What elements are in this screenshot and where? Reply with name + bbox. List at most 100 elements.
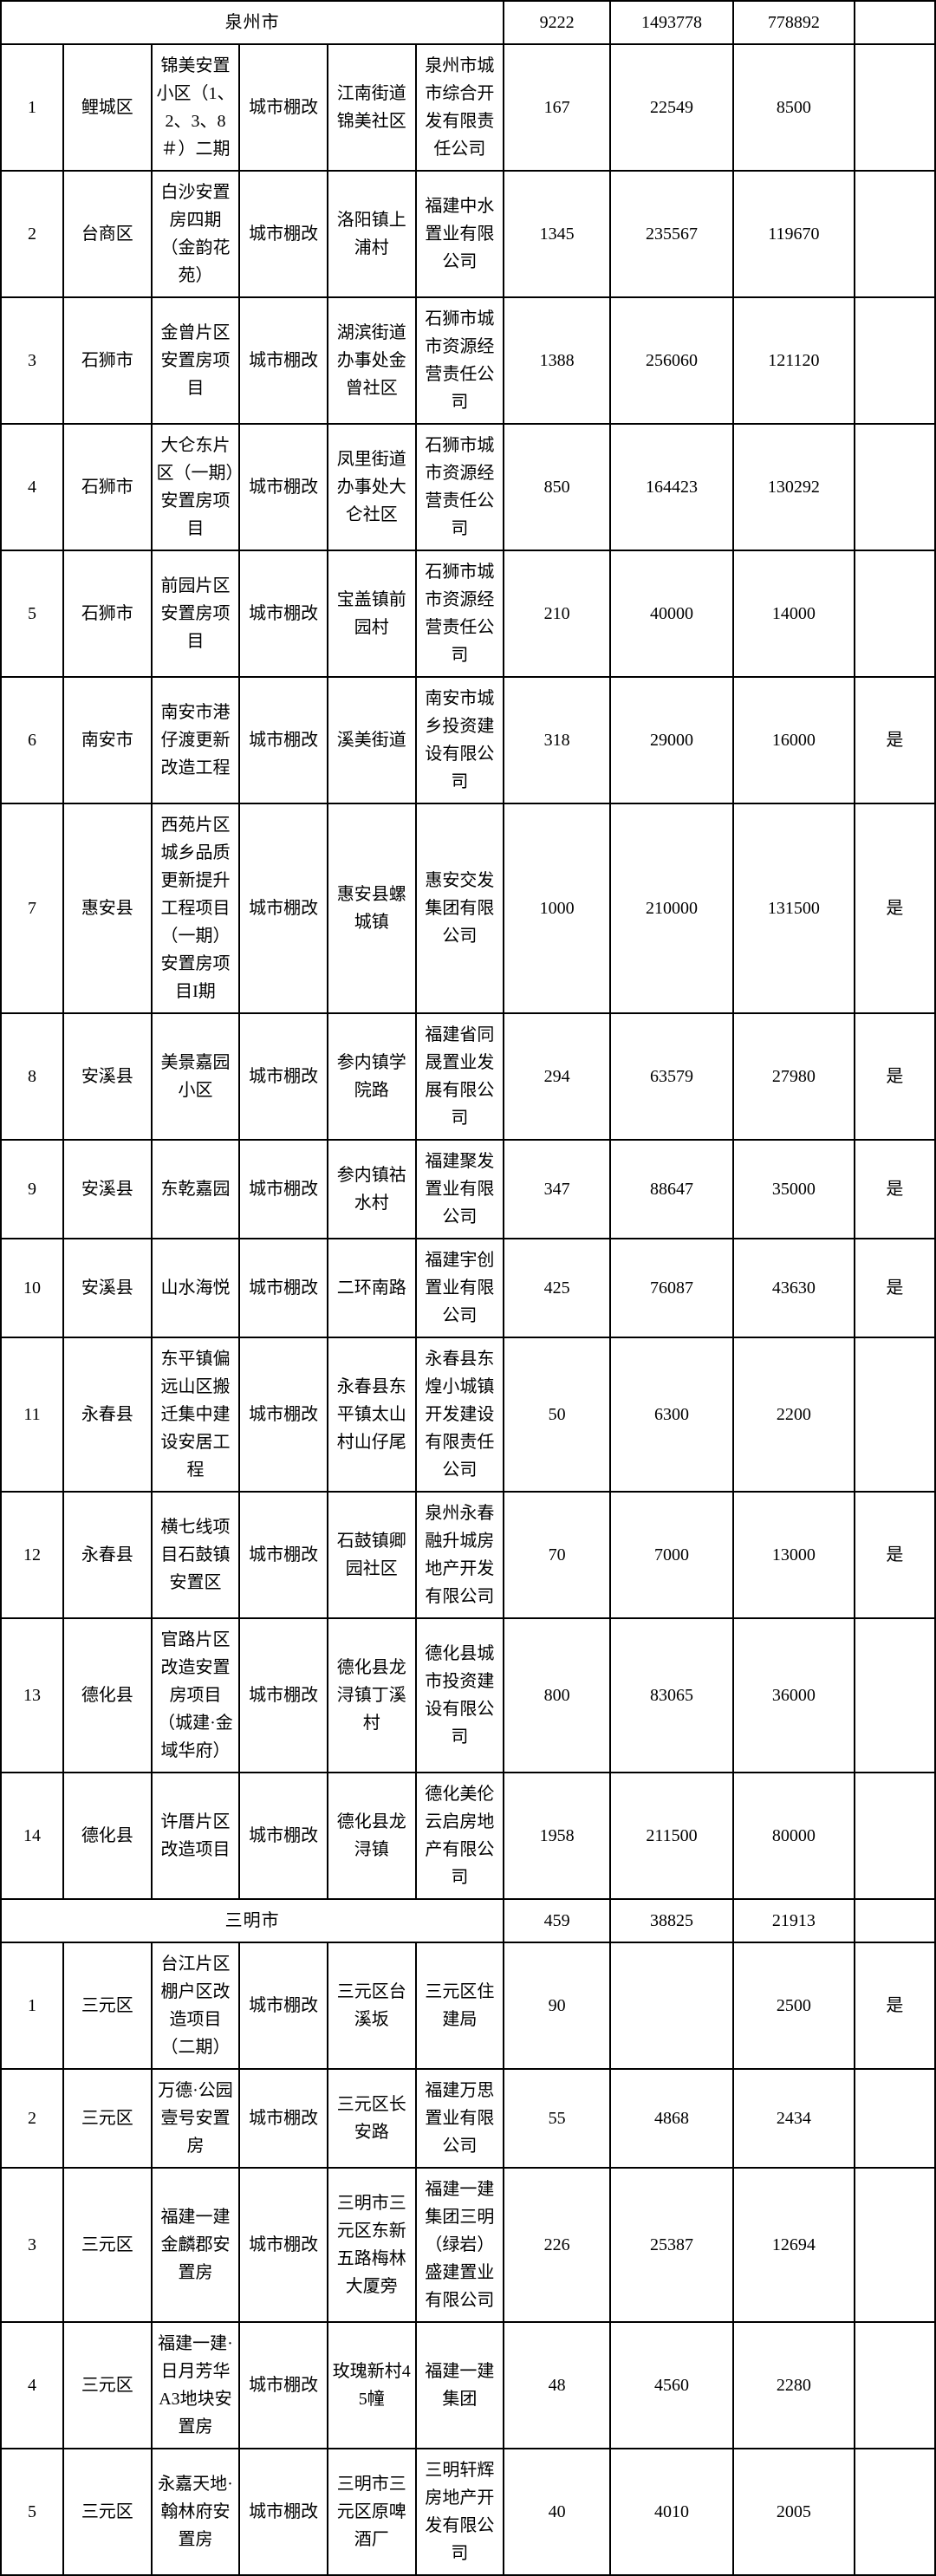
cell-type: 城市棚改	[239, 1618, 328, 1773]
city-total: 1493778	[610, 1, 733, 44]
cell-type: 城市棚改	[239, 2449, 328, 2575]
cell-project: 西苑片区城乡品质更新提升工程项目（一期）安置房项目I期	[152, 803, 240, 1013]
cell-project: 大仑东片区（一期）安置房项目	[152, 424, 240, 550]
cell-n3: 27980	[733, 1013, 855, 1140]
cell-n1: 55	[504, 2069, 610, 2168]
cell-n2: 76087	[610, 1239, 733, 1337]
cell-district: 安溪县	[63, 1140, 152, 1239]
cell-district: 德化县	[63, 1773, 152, 1899]
cell-developer: 石狮市城市资源经营责任公司	[416, 550, 504, 677]
cell-idx: 8	[1, 1013, 63, 1140]
cell-project: 锦美安置小区（1、2、3、8＃）二期	[152, 44, 240, 171]
cell-n1: 318	[504, 677, 610, 803]
cell-n1: 800	[504, 1618, 610, 1773]
cell-n2: 256060	[610, 297, 733, 424]
city-total	[855, 1899, 935, 1942]
cell-developer: 福建一建集团	[416, 2322, 504, 2449]
cell-project: 许厝片区改造项目	[152, 1773, 240, 1899]
cell-flag	[855, 550, 935, 677]
cell-location: 洛阳镇上浦村	[328, 171, 416, 297]
cell-flag	[855, 2069, 935, 2168]
cell-type: 城市棚改	[239, 1492, 328, 1618]
cell-flag: 是	[855, 1013, 935, 1140]
cell-idx: 12	[1, 1492, 63, 1618]
cell-location: 宝盖镇前园村	[328, 550, 416, 677]
cell-location: 参内镇学院路	[328, 1013, 416, 1140]
cell-type: 城市棚改	[239, 1013, 328, 1140]
housing-projects-table: 泉州市922214937787788921鲤城区锦美安置小区（1、2、3、8＃）…	[0, 0, 936, 2576]
cell-n2: 7000	[610, 1492, 733, 1618]
cell-developer: 福建万思置业有限公司	[416, 2069, 504, 2168]
cell-n2: 40000	[610, 550, 733, 677]
table-row: 7惠安县西苑片区城乡品质更新提升工程项目（一期）安置房项目I期城市棚改惠安县螺城…	[1, 803, 935, 1013]
cell-n2: 29000	[610, 677, 733, 803]
cell-flag: 是	[855, 1942, 935, 2069]
cell-flag	[855, 424, 935, 550]
cell-developer: 福建宇创置业有限公司	[416, 1239, 504, 1337]
cell-flag	[855, 1337, 935, 1492]
cell-developer: 石狮市城市资源经营责任公司	[416, 424, 504, 550]
cell-developer: 三元区住建局	[416, 1942, 504, 2069]
cell-n3: 119670	[733, 171, 855, 297]
cell-n1: 48	[504, 2322, 610, 2449]
cell-location: 德化县龙浔镇丁溪村	[328, 1618, 416, 1773]
cell-location: 惠安县螺城镇	[328, 803, 416, 1013]
cell-n3: 13000	[733, 1492, 855, 1618]
cell-developer: 德化美伦云启房地产有限公司	[416, 1773, 504, 1899]
cell-flag	[855, 1618, 935, 1773]
cell-developer: 泉州市城市综合开发有限责任公司	[416, 44, 504, 171]
cell-idx: 6	[1, 677, 63, 803]
cell-n3: 43630	[733, 1239, 855, 1337]
cell-district: 永春县	[63, 1492, 152, 1618]
cell-n3: 80000	[733, 1773, 855, 1899]
cell-type: 城市棚改	[239, 1773, 328, 1899]
cell-n1: 294	[504, 1013, 610, 1140]
cell-location: 德化县龙浔镇	[328, 1773, 416, 1899]
cell-idx: 4	[1, 424, 63, 550]
cell-project: 永嘉天地·翰林府安置房	[152, 2449, 240, 2575]
cell-n3: 35000	[733, 1140, 855, 1239]
city-summary-row: 泉州市92221493778778892	[1, 1, 935, 44]
cell-project: 美景嘉园小区	[152, 1013, 240, 1140]
cell-type: 城市棚改	[239, 424, 328, 550]
table-row: 8安溪县美景嘉园小区城市棚改参内镇学院路福建省同晟置业发展有限公司2946357…	[1, 1013, 935, 1140]
cell-flag: 是	[855, 1492, 935, 1618]
cell-district: 安溪县	[63, 1239, 152, 1337]
cell-project: 前园片区安置房项目	[152, 550, 240, 677]
cell-flag: 是	[855, 1239, 935, 1337]
cell-type: 城市棚改	[239, 171, 328, 297]
cell-flag	[855, 2168, 935, 2322]
cell-developer: 福建省同晟置业发展有限公司	[416, 1013, 504, 1140]
table-row: 6南安市南安市港仔渡更新改造工程城市棚改溪美街道南安市城乡投资建设有限公司318…	[1, 677, 935, 803]
cell-developer: 三明轩辉房地产开发有限公司	[416, 2449, 504, 2575]
cell-project: 金曾片区安置房项目	[152, 297, 240, 424]
table-row: 5石狮市前园片区安置房项目城市棚改宝盖镇前园村石狮市城市资源经营责任公司2104…	[1, 550, 935, 677]
city-summary-row: 三明市4593882521913	[1, 1899, 935, 1942]
cell-district: 三元区	[63, 2449, 152, 2575]
cell-n2: 4868	[610, 2069, 733, 2168]
cell-n2: 6300	[610, 1337, 733, 1492]
cell-flag: 是	[855, 677, 935, 803]
cell-flag	[855, 171, 935, 297]
cell-n2: 211500	[610, 1773, 733, 1899]
cell-flag	[855, 2322, 935, 2449]
cell-n1: 226	[504, 2168, 610, 2322]
cell-idx: 10	[1, 1239, 63, 1337]
cell-idx: 7	[1, 803, 63, 1013]
cell-n1: 50	[504, 1337, 610, 1492]
cell-district: 石狮市	[63, 424, 152, 550]
cell-idx: 1	[1, 1942, 63, 2069]
cell-location: 江南街道锦美社区	[328, 44, 416, 171]
cell-location: 湖滨街道办事处金曾社区	[328, 297, 416, 424]
table-row: 1鲤城区锦美安置小区（1、2、3、8＃）二期城市棚改江南街道锦美社区泉州市城市综…	[1, 44, 935, 171]
cell-district: 石狮市	[63, 550, 152, 677]
cell-location: 凤里街道办事处大仑社区	[328, 424, 416, 550]
cell-district: 三元区	[63, 2168, 152, 2322]
cell-district: 安溪县	[63, 1013, 152, 1140]
cell-n1: 850	[504, 424, 610, 550]
cell-n1: 1958	[504, 1773, 610, 1899]
table-row: 4石狮市大仑东片区（一期）安置房项目城市棚改凤里街道办事处大仑社区石狮市城市资源…	[1, 424, 935, 550]
cell-n3: 14000	[733, 550, 855, 677]
table-row: 11永春县东平镇偏远山区搬迁集中建设安居工程城市棚改永春县东平镇太山村山仔尾永春…	[1, 1337, 935, 1492]
cell-developer: 惠安交发集团有限公司	[416, 803, 504, 1013]
